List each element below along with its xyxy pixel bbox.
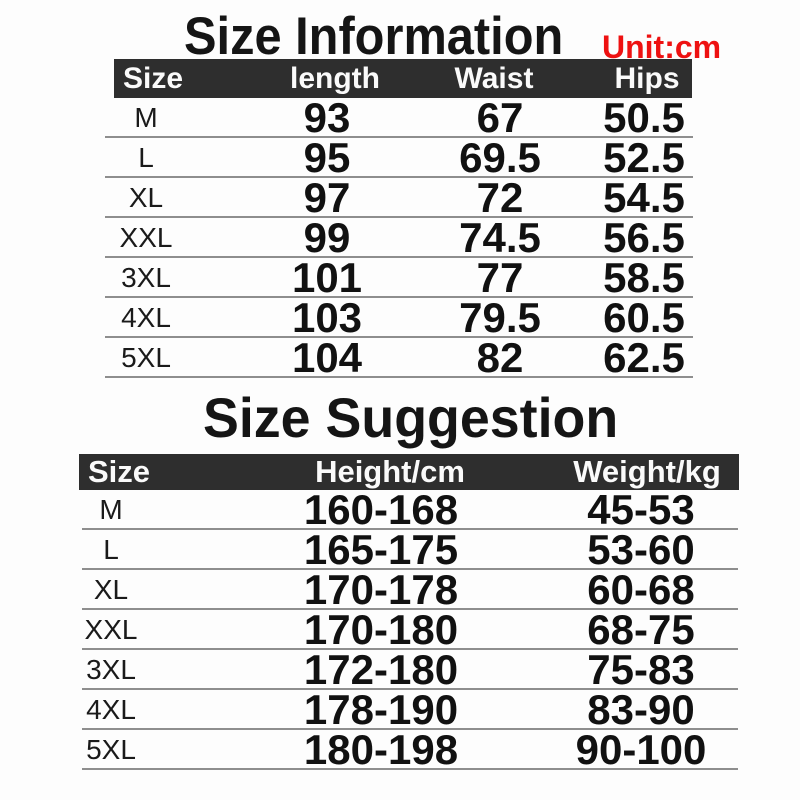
size-cell: XXL (119, 222, 173, 253)
table-row: 3XL 172-180 75-83 (82, 646, 738, 693)
size-cell: L (103, 534, 119, 565)
height-cell: 172-180 (303, 646, 459, 693)
height-cell: 165-175 (303, 526, 459, 573)
column-header-waist: Waist (454, 62, 534, 95)
table-row: XL 170-178 60-68 (82, 566, 738, 613)
size-suggestion-title: Size Suggestion (203, 386, 619, 449)
weight-cell: 83-90 (587, 686, 695, 733)
column-header-size: Size (87, 454, 151, 489)
size-cell: XL (128, 182, 164, 213)
length-cell: 97 (303, 174, 351, 221)
weight-cell: 90-100 (575, 726, 707, 773)
size-cell: M (134, 102, 158, 133)
hips-cell: 56.5 (603, 214, 685, 261)
size-cell: L (138, 142, 154, 173)
unit-label: Unit:cm (602, 29, 722, 65)
table-row: M 93 67 50.5 (105, 94, 693, 141)
weight-cell: 53-60 (587, 526, 695, 573)
hips-cell: 62.5 (603, 334, 685, 381)
waist-cell: 74.5 (459, 214, 541, 261)
size-suggestion-table-body: M 160-168 45-53 L 165-175 53-60 XL 170-1… (82, 486, 738, 773)
waist-cell: 67 (476, 94, 524, 141)
waist-cell: 72 (476, 174, 524, 221)
size-cell: XL (93, 574, 129, 605)
table-row: XL 97 72 54.5 (105, 174, 693, 221)
column-header-size: Size (122, 62, 184, 95)
size-cell: 5XL (121, 342, 171, 373)
weight-cell: 45-53 (587, 486, 695, 533)
table-row: 5XL 104 82 62.5 (105, 334, 693, 381)
length-cell: 99 (303, 214, 351, 261)
weight-cell: 68-75 (587, 606, 695, 653)
size-cell: 3XL (121, 262, 171, 293)
table-row: L 95 69.5 52.5 (105, 134, 693, 181)
length-cell: 93 (303, 94, 351, 141)
length-cell: 103 (291, 294, 363, 341)
weight-cell: 60-68 (587, 566, 695, 613)
column-header-hips: Hips (614, 62, 680, 95)
hips-cell: 54.5 (603, 174, 685, 221)
size-cell: 4XL (121, 302, 171, 333)
table-row: L 165-175 53-60 (82, 526, 738, 573)
height-cell: 180-198 (303, 726, 459, 773)
column-header-length: length (290, 62, 380, 95)
size-cell: 5XL (86, 734, 136, 765)
length-cell: 101 (291, 254, 363, 301)
size-cell: XXL (84, 614, 138, 645)
height-cell: 170-180 (303, 606, 459, 653)
table-row: 5XL 180-198 90-100 (82, 726, 738, 773)
size-information-table-body: M 93 67 50.5 L 95 69.5 52.5 XL 97 72 54.… (105, 94, 693, 381)
waist-cell: 69.5 (459, 134, 541, 181)
column-header-height: Height/cm (315, 454, 465, 489)
hips-cell: 58.5 (603, 254, 685, 301)
size-cell: 4XL (86, 694, 136, 725)
table-row: 4XL 103 79.5 60.5 (105, 294, 693, 341)
table-row: M 160-168 45-53 (82, 486, 738, 533)
table-row: XXL 170-180 68-75 (82, 606, 738, 653)
height-cell: 170-178 (303, 566, 459, 613)
length-cell: 95 (303, 134, 351, 181)
size-suggestion-header-row: Size Height/cm Weight/kg (79, 454, 739, 490)
size-information-header-row: Size length Waist Hips (114, 59, 692, 98)
waist-cell: 82 (476, 334, 524, 381)
waist-cell: 79.5 (459, 294, 541, 341)
hips-cell: 52.5 (603, 134, 685, 181)
height-cell: 160-168 (303, 486, 459, 533)
hips-cell: 50.5 (603, 94, 685, 141)
weight-cell: 75-83 (587, 646, 695, 693)
table-row: XXL 99 74.5 56.5 (105, 214, 693, 261)
waist-cell: 77 (476, 254, 524, 301)
size-cell: 3XL (86, 654, 136, 685)
length-cell: 104 (291, 334, 363, 381)
height-cell: 178-190 (303, 686, 459, 733)
column-header-weight: Weight/kg (573, 454, 721, 489)
hips-cell: 60.5 (603, 294, 685, 341)
table-row: 3XL 101 77 58.5 (105, 254, 693, 301)
table-row: 4XL 178-190 83-90 (82, 686, 738, 733)
size-information-title: Size Information (184, 7, 564, 66)
size-cell: M (99, 494, 123, 525)
